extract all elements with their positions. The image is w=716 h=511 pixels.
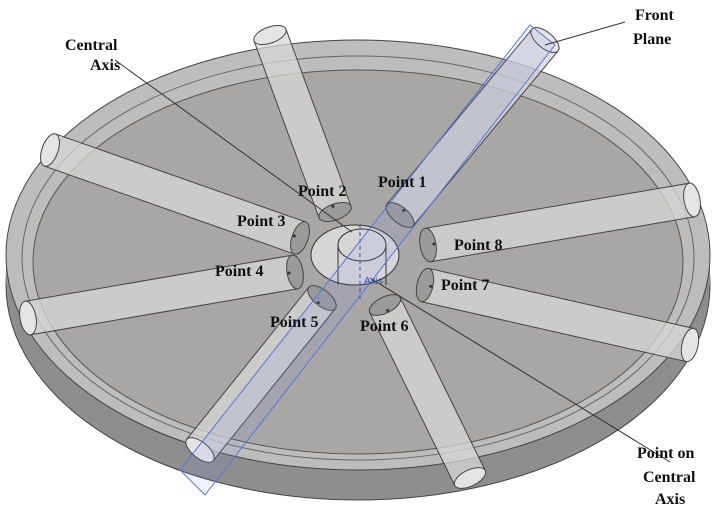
front-plane-label: Front Plane: [633, 7, 678, 48]
point-label: Point 6: [360, 318, 408, 335]
label-line: Axis: [655, 491, 685, 508]
label-line: Axis: [90, 57, 120, 74]
label-line: Central: [643, 469, 696, 486]
point-label: Point 7: [441, 277, 489, 294]
point-label: Point 5: [270, 314, 318, 331]
label-line: Central: [65, 37, 118, 54]
point-label: Point 1: [378, 174, 426, 191]
label-line: Point on: [637, 445, 694, 462]
point-label: Point 8: [454, 237, 502, 254]
point-marker: [429, 285, 432, 288]
label-line: Front: [635, 7, 674, 24]
leader-line: [545, 22, 625, 45]
axis-tag: Axis: [364, 276, 383, 287]
point-marker: [386, 309, 389, 312]
point-marker: [288, 272, 291, 275]
point-marker: [331, 205, 334, 208]
point-label: Point 3: [237, 213, 285, 230]
label-line: Plane: [633, 31, 671, 48]
point-on-axis-label: Point on Central Axis: [637, 445, 699, 508]
point-marker: [293, 235, 296, 238]
point-label: Point 2: [298, 183, 346, 200]
central-axis-label: Central Axis: [65, 37, 121, 74]
cad-diagram: Axis Central Axis Front Plane Point on C…: [0, 0, 716, 511]
point-label: Point 4: [215, 263, 263, 280]
point-marker: [432, 242, 435, 245]
